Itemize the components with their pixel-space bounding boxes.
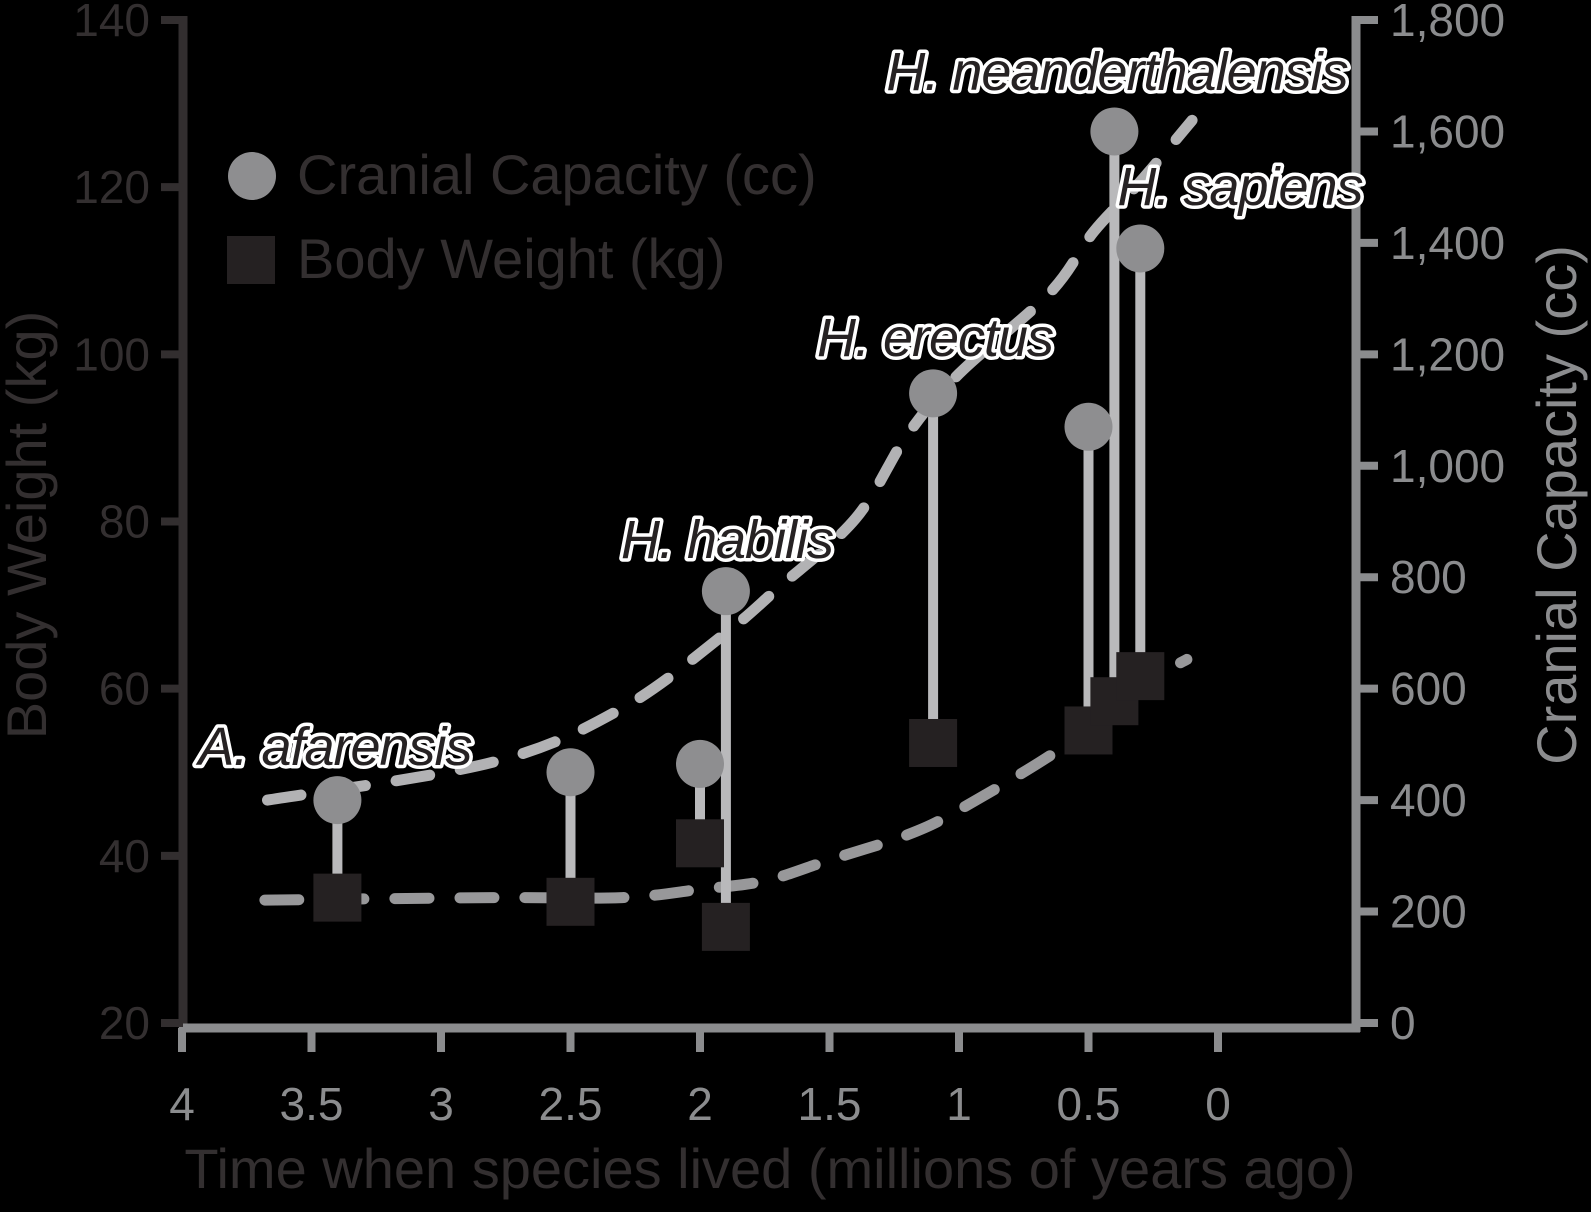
body-weight-point: [313, 873, 362, 922]
body-weight-point: [909, 718, 958, 767]
body-weight-points-layer: [313, 652, 1165, 951]
body-weight-point: [1116, 652, 1165, 701]
cranial-capacity-point: [546, 748, 595, 797]
legend-body-weight-square-icon: [227, 236, 275, 284]
right-axis-tick-label: 1,800: [1390, 0, 1505, 46]
cranial-capacity-points-layer: [313, 107, 1165, 825]
right-axis-tick-label: 400: [1390, 774, 1467, 826]
species-label: H. erectus: [817, 308, 1053, 368]
cranial-capacity-point: [909, 369, 958, 418]
left-axis-tick-label: 140: [73, 0, 150, 46]
legend-cranial-circle-icon: [228, 152, 276, 200]
cranial-capacity-point: [676, 739, 724, 788]
body-weight-point: [701, 902, 750, 951]
legend-label-cranial-capacity: Cranial Capacity (cc): [297, 143, 817, 206]
x-axis-tick-label: 3: [428, 1078, 454, 1130]
body-weight-point: [546, 877, 595, 926]
right-axis-tick-label: 0: [1390, 997, 1416, 1049]
legend-label-body-weight: Body Weight (kg): [297, 227, 725, 290]
right-axis-tick-label: 1,000: [1390, 440, 1505, 492]
species-label: A. afarensis: [195, 717, 471, 777]
axes-layer: 140120100806040201,8001,6001,4001,2001,0…: [73, 0, 1505, 1130]
x-axis-tick-label: 1: [946, 1078, 972, 1130]
x-axis-tick-label: 2.5: [539, 1078, 603, 1130]
cranial-capacity-point: [1064, 402, 1113, 451]
x-axis-tick-label: 3.5: [280, 1078, 344, 1130]
species-label: H. neanderthalensis: [886, 42, 1347, 102]
right-axis-tick-label: 200: [1390, 886, 1467, 938]
x-axis-tick-label: 0.5: [1057, 1078, 1121, 1130]
species-labels-layer: A. afarensis H. habilis H. erectus H. neand…: [192, 39, 1367, 781]
cranial-capacity-point: [313, 776, 362, 825]
right-axis-tick-label: 600: [1390, 663, 1467, 715]
right-axis-tick-label: 1,400: [1390, 217, 1505, 269]
species-label: H. sapiens: [1117, 157, 1362, 217]
left-axis-title: Body Weight (kg): [0, 311, 58, 739]
species-label: H. habilis: [621, 510, 833, 570]
left-axis-tick-label: 60: [99, 663, 150, 715]
left-axis-tick-label: 100: [73, 328, 150, 380]
cranial-capacity-point: [1116, 224, 1165, 273]
x-axis-tick-label: 4: [169, 1078, 195, 1130]
x-axis-tick-label: 0: [1205, 1078, 1231, 1130]
body-weight-point: [676, 819, 724, 868]
left-axis-tick-label: 40: [99, 830, 150, 882]
x-axis-tick-label: 2: [687, 1078, 713, 1130]
cranial-capacity-point: [701, 567, 750, 616]
right-axis-tick-label: 1,200: [1390, 328, 1505, 380]
x-axis-title: Time when species lived (millions of yea…: [184, 1137, 1355, 1200]
left-axis-tick-label: 120: [73, 161, 150, 213]
left-axis-tick-label: 20: [99, 997, 150, 1049]
left-axis-tick-label: 80: [99, 496, 150, 548]
legend: Cranial Capacity (cc) Body Weight (kg): [227, 143, 817, 290]
right-axis-tick-label: 800: [1390, 551, 1467, 603]
right-axis-title: Cranial Capacity (cc): [1525, 245, 1588, 765]
right-axis-tick-label: 1,600: [1390, 105, 1505, 157]
cranial-capacity-point: [1090, 107, 1139, 156]
x-axis-tick-label: 1.5: [798, 1078, 862, 1130]
cranial-capacity-trend-curve: [262, 114, 1198, 806]
